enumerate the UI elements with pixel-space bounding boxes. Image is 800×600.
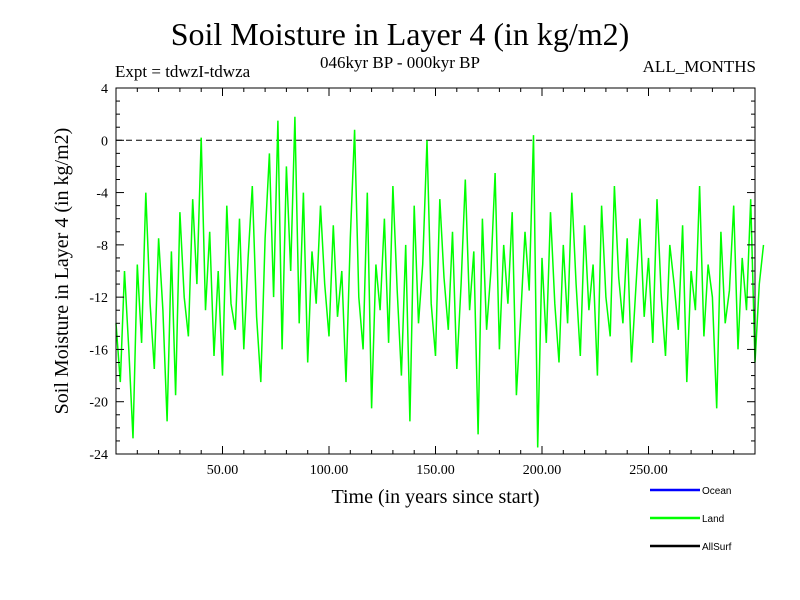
legend-label-allsurf: AllSurf — [702, 542, 732, 553]
plot-frame — [115, 87, 756, 455]
months-label: ALL_MONTHS — [642, 57, 756, 76]
experiment-label: Expt = tdwzI-tdwza — [115, 62, 251, 81]
x-axis-label: Time (in years since start) — [331, 486, 539, 508]
y-tick-label: -24 — [89, 448, 108, 463]
x-tick-label: 200.00 — [523, 463, 562, 478]
legend: Ocean Land AllSurf — [650, 486, 732, 553]
chart-title: Soil Moisture in Layer 4 (in kg/m2) — [170, 16, 630, 52]
y-tick-label: -20 — [89, 396, 108, 411]
time-range-label: 046kyr BP - 000kyr BP — [320, 53, 480, 72]
x-tick-label: 150.00 — [416, 463, 455, 478]
x-tick-label: 50.00 — [207, 463, 239, 478]
land-series-line — [115, 116, 765, 448]
y-tick-label: -4 — [96, 187, 108, 202]
y-tick-label: 0 — [101, 134, 108, 149]
legend-label-land: Land — [702, 514, 724, 525]
y-axis-label: Soil Moisture in Layer 4 (in kg/m2) — [51, 128, 73, 415]
y-tick-label: -12 — [89, 291, 108, 306]
legend-label-ocean: Ocean — [702, 486, 731, 497]
y-tick-label: -8 — [96, 239, 108, 254]
y-tick-label: -16 — [89, 343, 108, 358]
x-tick-label: 250.00 — [629, 463, 668, 478]
x-tick-label: 100.00 — [310, 463, 349, 478]
y-tick-label: 4 — [101, 82, 108, 97]
